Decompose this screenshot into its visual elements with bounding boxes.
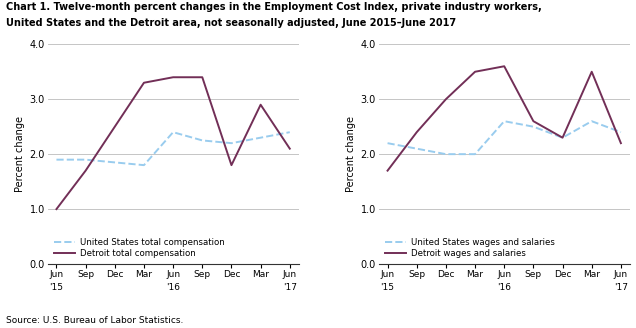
United States wages and salaries [471, 152, 479, 156]
Line: United States wages and salaries: United States wages and salaries [387, 121, 621, 154]
United States wages and salaries [501, 119, 508, 123]
Line: Detroit wages and salaries: Detroit wages and salaries [387, 66, 621, 171]
Detroit total compensation [257, 103, 265, 107]
United States wages and salaries [384, 141, 391, 145]
Y-axis label: Percent change: Percent change [15, 116, 25, 192]
Detroit wages and salaries [530, 119, 537, 123]
United States total compensation [111, 160, 118, 164]
United States total compensation [228, 141, 235, 145]
Text: '17: '17 [614, 283, 628, 293]
Text: '16: '16 [497, 283, 511, 293]
United States wages and salaries [617, 130, 625, 134]
United States wages and salaries [588, 119, 595, 123]
Detroit wages and salaries [617, 141, 625, 145]
Detroit wages and salaries [384, 169, 391, 173]
Detroit total compensation [140, 81, 148, 85]
Detroit wages and salaries [442, 97, 450, 101]
Detroit total compensation [53, 207, 60, 211]
United States total compensation [198, 138, 206, 142]
Detroit total compensation [198, 75, 206, 79]
Text: '15: '15 [380, 283, 394, 293]
Detroit wages and salaries [501, 64, 508, 68]
Text: '17: '17 [283, 283, 297, 293]
Detroit wages and salaries [413, 130, 420, 134]
Y-axis label: Percent change: Percent change [347, 116, 357, 192]
United States total compensation [286, 130, 294, 134]
Text: '16: '16 [166, 283, 180, 293]
Text: '15: '15 [50, 283, 64, 293]
Text: United States and the Detroit area, not seasonally adjusted, June 2015–June 2017: United States and the Detroit area, not … [6, 18, 457, 28]
Detroit total compensation [286, 147, 294, 151]
Line: United States total compensation: United States total compensation [57, 132, 290, 165]
United States total compensation [82, 158, 90, 162]
Detroit total compensation [169, 75, 177, 79]
United States wages and salaries [413, 147, 420, 151]
Text: Chart 1. Twelve-month percent changes in the Employment Cost Index, private indu: Chart 1. Twelve-month percent changes in… [6, 2, 542, 11]
United States total compensation [257, 136, 265, 140]
United States wages and salaries [559, 136, 567, 140]
Detroit total compensation [82, 169, 90, 173]
Detroit wages and salaries [588, 70, 595, 74]
United States wages and salaries [530, 125, 537, 129]
United States total compensation [169, 130, 177, 134]
Legend: United States wages and salaries, Detroit wages and salaries: United States wages and salaries, Detroi… [383, 236, 556, 260]
Detroit wages and salaries [559, 136, 567, 140]
United States total compensation [140, 163, 148, 167]
Legend: United States total compensation, Detroit total compensation: United States total compensation, Detroi… [52, 236, 226, 260]
United States wages and salaries [442, 152, 450, 156]
Detroit total compensation [111, 125, 118, 129]
United States total compensation [53, 158, 60, 162]
Detroit total compensation [228, 163, 235, 167]
Text: Source: U.S. Bureau of Labor Statistics.: Source: U.S. Bureau of Labor Statistics. [6, 316, 184, 325]
Line: Detroit total compensation: Detroit total compensation [57, 77, 290, 209]
Detroit wages and salaries [471, 70, 479, 74]
